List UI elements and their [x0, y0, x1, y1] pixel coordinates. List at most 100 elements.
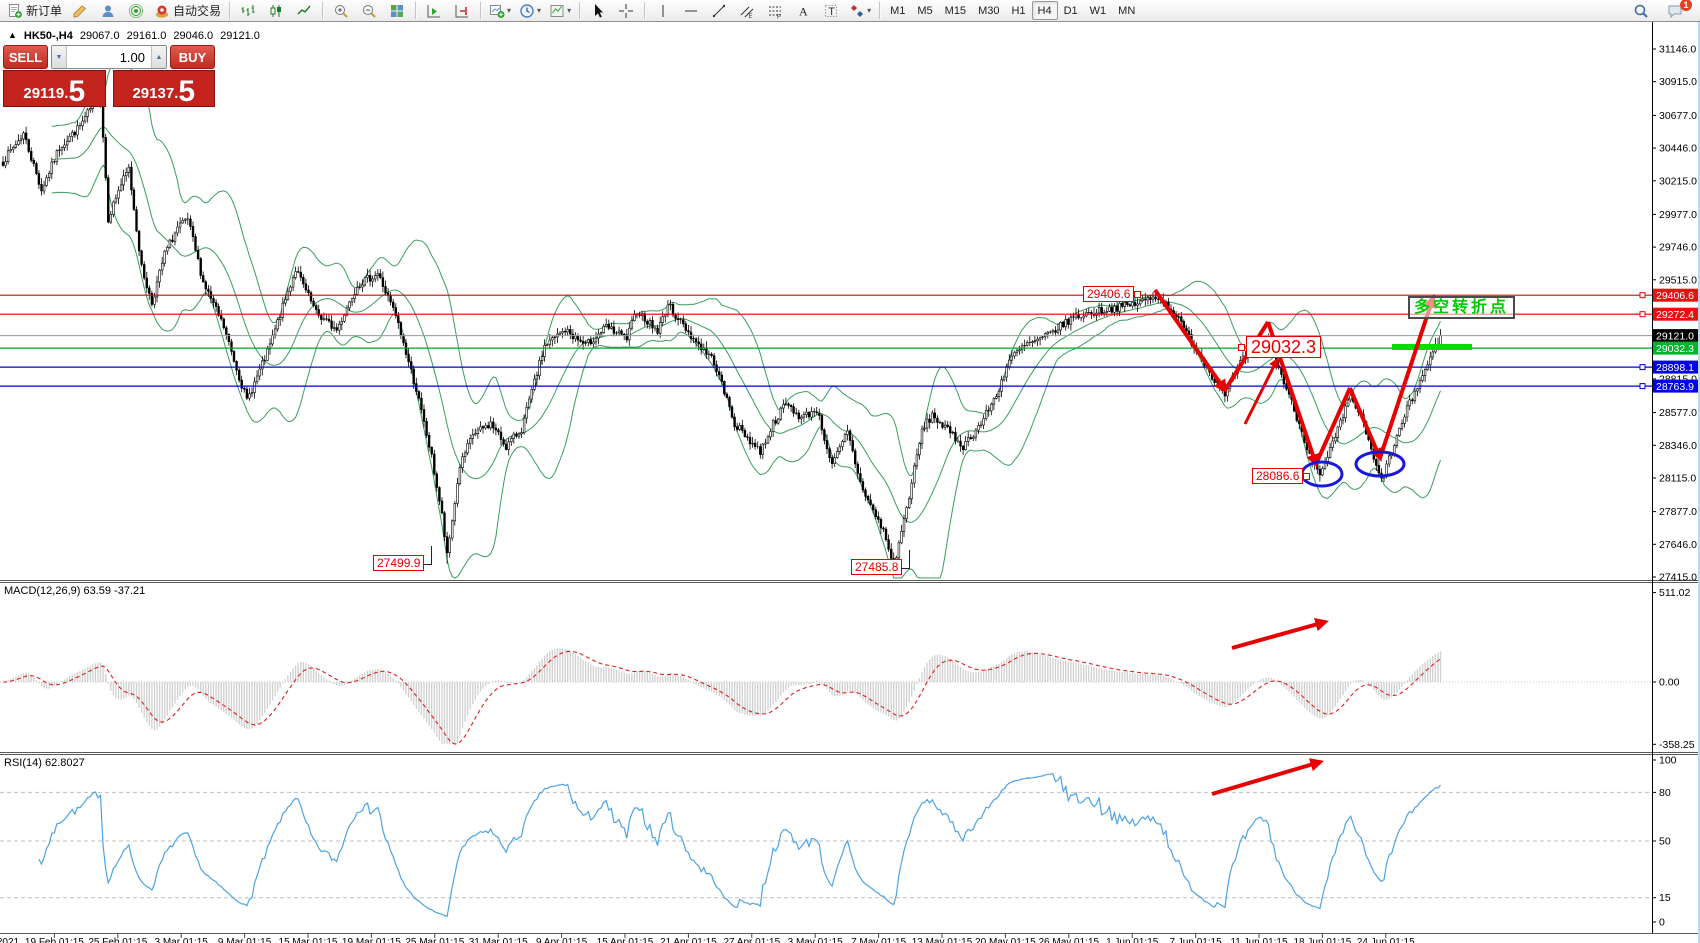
sell-price-main: 29119.: [23, 85, 69, 102]
green-highlight-bar[interactable]: [1392, 344, 1472, 350]
macd-histogram: [4, 648, 1442, 745]
line-chart-mode-button[interactable]: [290, 0, 318, 21]
line-handle[interactable]: [1639, 383, 1646, 390]
y-axis-tick: 27415.0: [1659, 572, 1697, 584]
price-callout-27485.8[interactable]: 27485.8: [851, 550, 911, 575]
tile-windows-icon: [389, 3, 405, 19]
new-order-icon: [7, 3, 23, 19]
price-callout-29032.3[interactable]: 29032.3: [1237, 336, 1322, 358]
price-callout-29406.6[interactable]: 29406.6: [1083, 286, 1142, 302]
sell-price-frac: 5: [68, 74, 86, 108]
symbol-period: HK50-,H4: [23, 30, 73, 42]
y-axis-tick: 27877.0: [1659, 506, 1697, 518]
annotation-arrows[interactable]: [1153, 288, 1437, 796]
volume-decrease-button[interactable]: ▼: [52, 46, 67, 68]
x-axis-label: 20 May 01:15: [975, 937, 1036, 943]
x-axis-label: 15 Mar 01:15: [279, 937, 338, 943]
price-callout-28086.6[interactable]: 28086.6: [1252, 468, 1311, 484]
periods-button[interactable]: ▾: [515, 0, 545, 21]
crayon-button[interactable]: [66, 0, 94, 21]
auto-scroll-button[interactable]: [420, 0, 448, 21]
horizontal-levels[interactable]: [0, 292, 1652, 390]
crosshair-button[interactable]: [612, 0, 640, 21]
trendline-tool-button[interactable]: [705, 0, 733, 21]
chart-shift-icon: [454, 3, 470, 19]
zoom-out-button[interactable]: [355, 0, 383, 21]
timeframe-m5-button[interactable]: M5: [917, 4, 933, 17]
cursor-button[interactable]: [584, 0, 612, 21]
candlestick-mode-button[interactable]: [262, 0, 290, 21]
timeframe-w1-button[interactable]: W1: [1089, 4, 1107, 17]
auto-trading-button[interactable]: 自动交易: [150, 0, 225, 21]
trend-arrow[interactable]: [1378, 294, 1437, 459]
templates-button[interactable]: ▾: [545, 0, 575, 21]
price-tag-text: 29121.0: [1656, 330, 1694, 342]
y-axis-tick: 27646.0: [1659, 539, 1697, 551]
bottom-circle[interactable]: [1354, 450, 1406, 478]
text-label-tool-icon: [823, 3, 839, 19]
search-icon: [1633, 3, 1649, 19]
zoom-in-button[interactable]: [327, 0, 355, 21]
price-tag-text: 28763.9: [1656, 381, 1694, 393]
timeframe-m30-button[interactable]: M30: [978, 4, 1000, 17]
text-label-tool-button[interactable]: [817, 0, 845, 21]
sell-button[interactable]: SELL: [3, 45, 48, 69]
equidistant-channel-tool-icon: [739, 3, 755, 19]
tile-windows-button[interactable]: [383, 0, 411, 21]
search-button[interactable]: [1627, 0, 1655, 21]
new-chart-button[interactable]: ▾: [485, 0, 515, 21]
buy-button[interactable]: BUY: [170, 45, 215, 69]
signals-icon: [128, 3, 144, 19]
trend-arrow[interactable]: [1243, 357, 1279, 425]
line-handle[interactable]: [1639, 292, 1646, 299]
signals-button[interactable]: [122, 0, 150, 21]
y-axis-tick: 31146.0: [1659, 44, 1696, 56]
line-handle[interactable]: [1639, 364, 1646, 371]
volume-input[interactable]: [67, 46, 151, 68]
trend-arrow[interactable]: [1348, 387, 1383, 462]
timeframe-m1-button[interactable]: M1: [890, 4, 906, 17]
annotation-highlight[interactable]: [1392, 344, 1472, 350]
timeframe-h1-button[interactable]: H1: [1011, 4, 1026, 17]
timeframe-m15-button[interactable]: M15: [944, 4, 967, 17]
bb-middle-band: [51, 126, 1441, 523]
x-axis-label: 3 Mar 01:15: [155, 937, 209, 943]
toolbar-separator: [229, 2, 231, 19]
trend-arrow[interactable]: [1314, 387, 1352, 465]
arrows-tool-button[interactable]: ▾: [845, 0, 875, 21]
bar-chart-mode-button[interactable]: [234, 0, 262, 21]
community-button[interactable]: [94, 0, 122, 21]
x-axis-label: 25 Feb 01:15: [88, 937, 147, 943]
price-chart[interactable]: 31146.0 30915.0 30677.0 30446.0 30215.0 29977…: [0, 22, 1700, 943]
vertical-line-tool-button[interactable]: [649, 0, 677, 21]
trend-arrow[interactable]: [1231, 618, 1329, 650]
y-axis-tick: 30677.0: [1659, 110, 1697, 122]
new-order-button[interactable]: 新订单: [3, 0, 66, 21]
chart-shift-button[interactable]: [448, 0, 476, 21]
x-axis-label: 19 Mar 01:15: [342, 937, 401, 943]
y-axis-tick: 29977.0: [1659, 209, 1697, 221]
line-handle[interactable]: [1639, 311, 1646, 318]
equidistant-channel-tool-button[interactable]: [733, 0, 761, 21]
new-chart-icon: [489, 3, 505, 19]
volume-increase-button[interactable]: ▲: [151, 46, 166, 68]
chart-area[interactable]: 31146.0 30915.0 30677.0 30446.0 30215.0 29977…: [0, 22, 1700, 943]
timeframe-d1-button[interactable]: D1: [1063, 4, 1078, 17]
x-axis-label: 7 May 01:15: [851, 937, 906, 943]
price-callout-27499.9[interactable]: 27499.9: [373, 546, 433, 571]
timeframe-mn-button[interactable]: MN: [1118, 4, 1136, 17]
sell-price[interactable]: 29119. 5: [3, 70, 106, 107]
x-axis-label: 11 Jun 01:15: [1230, 937, 1288, 943]
note-text-box[interactable]: 多空转折点: [1408, 296, 1516, 319]
timeframe-h4-button[interactable]: H4: [1031, 1, 1058, 20]
x-axis-label: 21 Apr 01:15: [660, 937, 717, 943]
x-axis-label: 26 May 01:15: [1038, 937, 1099, 943]
buy-price[interactable]: 29137. 5: [112, 70, 215, 107]
trend-arrow[interactable]: [1153, 288, 1228, 394]
notifications-button[interactable]: 1: [1661, 0, 1692, 21]
x-axis-label: 10 Feb 2021: [0, 937, 20, 943]
trend-arrow[interactable]: [1211, 758, 1324, 796]
text-tool-button[interactable]: [789, 0, 817, 21]
horizontal-line-tool-button[interactable]: [677, 0, 705, 21]
fibonacci-tool-button[interactable]: [761, 0, 789, 21]
